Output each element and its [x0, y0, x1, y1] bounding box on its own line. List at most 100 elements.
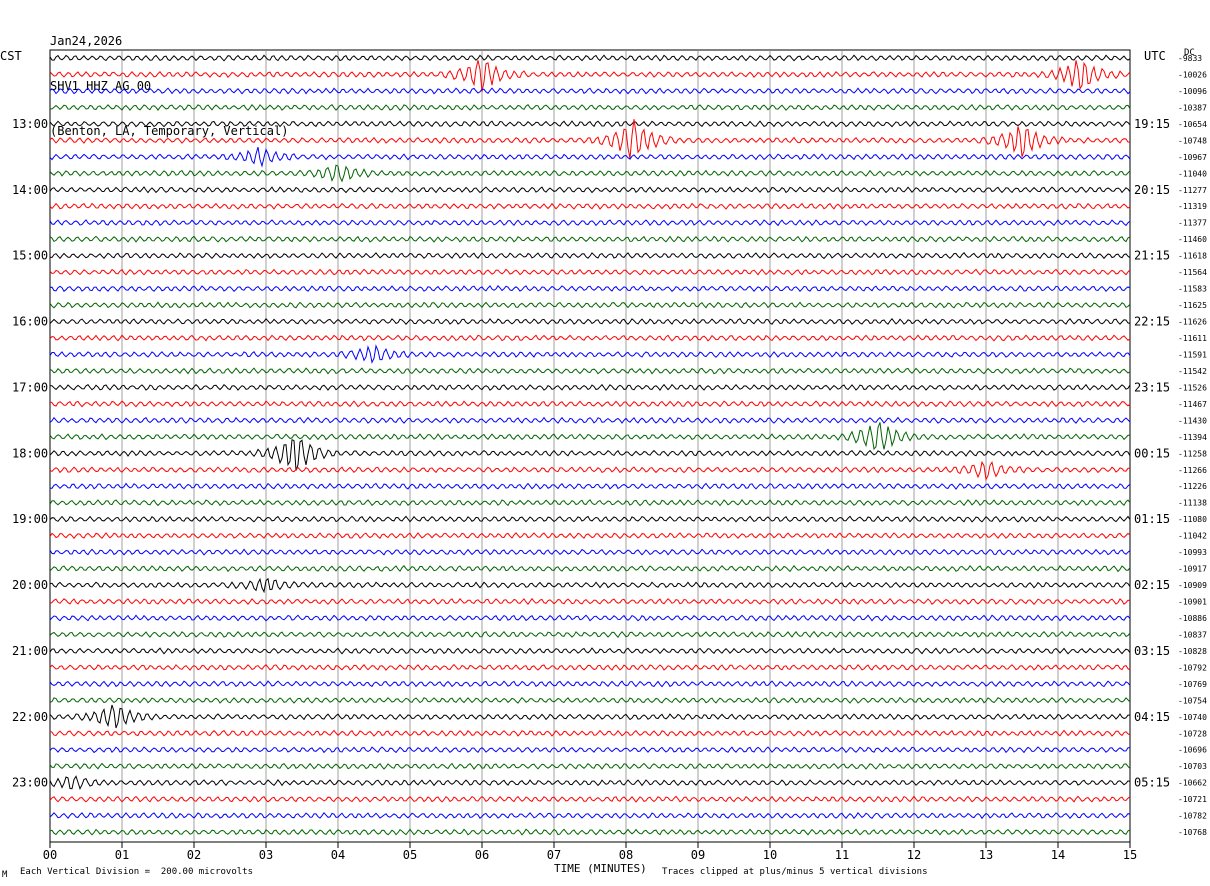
- seismic-trace: [49, 120, 1131, 128]
- x-tick-label: 02: [187, 848, 201, 862]
- seismic-trace: [49, 614, 1131, 622]
- left-hour-label: 22:00: [12, 710, 48, 724]
- dc-offset-label: -11319: [1178, 202, 1207, 211]
- dc-offset-label: -10740: [1178, 713, 1207, 722]
- right-hour-label: 21:15: [1134, 249, 1170, 263]
- seismic-trace: [49, 746, 1130, 754]
- dc-offset-label: -10654: [1178, 120, 1207, 129]
- right-hour-label: 04:15: [1134, 710, 1170, 724]
- dc-offset-label: -10662: [1178, 779, 1207, 788]
- left-hour-label: 19:00: [12, 512, 48, 526]
- seismic-trace: [49, 532, 1131, 540]
- dc-offset-label: -10096: [1178, 87, 1207, 96]
- seismic-trace: [49, 482, 1131, 490]
- dc-offset-label: -11460: [1178, 235, 1207, 244]
- seismic-trace: [49, 577, 1131, 594]
- left-hour-label: 16:00: [12, 315, 48, 329]
- dc-offset-label: -10703: [1178, 762, 1207, 771]
- dc-offset-label: -11266: [1178, 466, 1207, 475]
- dc-offset-label: -10993: [1178, 548, 1207, 557]
- scale-caption: Each Vertical Division = 200.00 microvol…: [20, 867, 253, 877]
- x-tick-label: 01: [115, 848, 129, 862]
- left-hour-label: 15:00: [12, 249, 48, 263]
- seismic-trace: [49, 597, 1131, 605]
- seismic-trace: [49, 367, 1131, 375]
- dc-offset-label: -11542: [1178, 367, 1207, 376]
- seismic-trace: [49, 811, 1131, 820]
- dc-offset-label: -11467: [1178, 400, 1207, 409]
- dc-offset-label: -10967: [1178, 153, 1207, 162]
- plot-frame: [49, 49, 1131, 843]
- seismic-trace: [49, 400, 1131, 408]
- dc-offset-label: -10769: [1178, 680, 1207, 689]
- seismic-trace: [49, 87, 1131, 95]
- left-hour-label: 14:00: [12, 183, 48, 197]
- dc-offset-label: -10828: [1178, 647, 1207, 656]
- seismic-trace: [49, 284, 1131, 293]
- seismic-trace: [49, 647, 1131, 655]
- dc-offset-label: -10901: [1178, 598, 1207, 607]
- x-tick-label: 06: [475, 848, 489, 862]
- seismic-trace: [49, 795, 1131, 803]
- left-hour-label: 18:00: [12, 446, 48, 460]
- left-hour-label: 20:00: [12, 578, 48, 592]
- dc-offset-label: -10721: [1178, 795, 1207, 804]
- dc-offset-label: -10782: [1178, 812, 1207, 821]
- x-axis-title: TIME (MINUTES): [554, 862, 647, 875]
- dc-offset-label: -11430: [1178, 416, 1207, 425]
- right-hour-label: 19:15: [1134, 117, 1170, 131]
- dc-offset-label: -11258: [1178, 449, 1207, 458]
- seismic-trace: [49, 60, 1131, 92]
- dc-offset-label: -10748: [1178, 136, 1207, 145]
- seismic-trace: [49, 317, 1131, 325]
- seismic-trace: [49, 704, 1130, 729]
- seismic-trace: [49, 164, 1131, 183]
- location-label: (Benton, LA, Temporary, Vertical): [50, 124, 289, 138]
- date-label: Jan24,2026: [50, 34, 123, 48]
- dc-offset-label: -11080: [1178, 515, 1207, 524]
- x-tick-label: 13: [979, 848, 993, 862]
- x-tick-label: 09: [691, 848, 705, 862]
- seismic-trace: [49, 103, 1131, 111]
- right-timezone-label: UTC: [1144, 49, 1166, 63]
- dc-offset-label: -11564: [1178, 268, 1207, 277]
- seismic-trace: [49, 548, 1131, 556]
- seismic-trace: [49, 499, 1131, 507]
- seismic-trace: [49, 564, 1131, 573]
- seismic-trace: [49, 334, 1131, 342]
- seismic-trace: [49, 515, 1131, 523]
- left-hour-label: 13:00: [12, 117, 48, 131]
- dc-offset-label: -11591: [1178, 350, 1207, 359]
- dc-offset-label: -10026: [1178, 70, 1207, 79]
- seismic-trace: [49, 383, 1131, 392]
- dc-offset-label: -10728: [1178, 729, 1207, 738]
- dc-offset-label: -11042: [1178, 532, 1207, 541]
- seismic-trace: [49, 762, 1131, 770]
- x-tick-label: 00: [43, 848, 57, 862]
- dc-offset-label: -10909: [1178, 581, 1207, 590]
- seismic-trace: [49, 680, 1131, 688]
- dc-offset-label: -10886: [1178, 614, 1207, 623]
- right-hour-label: 03:15: [1134, 644, 1170, 658]
- seismic-trace: [49, 219, 1131, 227]
- seismic-trace: [49, 146, 1131, 168]
- dc-offset-label: -11377: [1178, 219, 1207, 228]
- left-hour-label: 21:00: [12, 644, 48, 658]
- left-hour-label: 17:00: [12, 380, 48, 394]
- seismic-trace: [49, 828, 1131, 836]
- dc-offset-label: -10387: [1178, 103, 1207, 112]
- x-tick-label: 11: [835, 848, 849, 862]
- seismic-trace: [49, 460, 1130, 481]
- right-hour-label: 05:15: [1134, 776, 1170, 790]
- dc-offset-label: -10696: [1178, 746, 1207, 755]
- dc-offset-label: -11040: [1178, 169, 1207, 178]
- seismic-trace: [49, 202, 1131, 210]
- x-tick-label: 03: [259, 848, 273, 862]
- seismic-trace: [49, 54, 1131, 62]
- x-tick-label: 12: [907, 848, 921, 862]
- dc-offset-label: -10837: [1178, 630, 1207, 639]
- x-tick-label: 10: [763, 848, 777, 862]
- dc-offset-label: -11618: [1178, 252, 1207, 261]
- dc-offset-label: -11583: [1178, 285, 1207, 294]
